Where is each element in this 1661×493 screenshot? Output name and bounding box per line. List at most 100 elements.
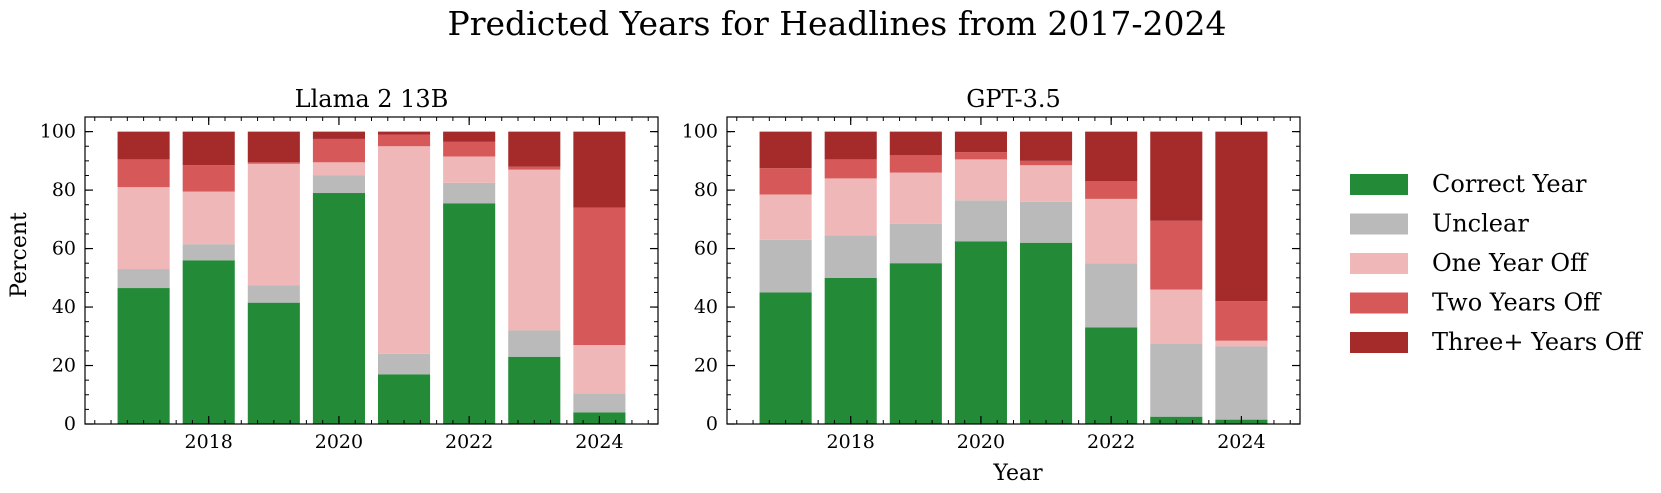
bar-one-year-off-2023 bbox=[508, 169, 561, 331]
bar-one-year-off-2021 bbox=[378, 146, 431, 354]
y-tick-label-60: 60 bbox=[52, 238, 76, 260]
bar-two-years-off-2019 bbox=[889, 155, 942, 173]
bar-two-years-off-2024 bbox=[573, 207, 626, 346]
legend-label-correct-year: Correct Year bbox=[1432, 170, 1587, 198]
bar-unclear-2024 bbox=[1215, 346, 1268, 420]
bar-correct-year-2017 bbox=[759, 292, 812, 424]
bar-two-years-off-2019 bbox=[247, 162, 300, 164]
bar-one-year-off-2020 bbox=[312, 162, 365, 176]
bar-two-years-off-2022 bbox=[1085, 181, 1138, 199]
bar-unclear-2021 bbox=[1020, 201, 1073, 243]
bar-three-years-off-2023 bbox=[508, 131, 561, 167]
bar-correct-year-2017 bbox=[117, 288, 170, 424]
bar-correct-year-2018 bbox=[182, 260, 235, 424]
y-tick-label-80: 80 bbox=[694, 179, 718, 201]
bar-three-years-off-2024 bbox=[1215, 131, 1268, 302]
bar-two-years-off-2018 bbox=[182, 165, 235, 192]
bar-two-years-off-2020 bbox=[954, 152, 1007, 160]
bar-three-years-off-2021 bbox=[1020, 131, 1073, 161]
bar-one-year-off-2021 bbox=[1020, 165, 1073, 202]
legend-label-two-years-off: Two Years Off bbox=[1432, 289, 1602, 317]
bar-one-year-off-2024 bbox=[573, 345, 626, 394]
bar-two-years-off-2024 bbox=[1215, 301, 1268, 341]
legend-label-one-year-off: One Year Off bbox=[1432, 249, 1589, 277]
bar-three-years-off-2022 bbox=[1085, 131, 1138, 182]
bar-three-years-off-2018 bbox=[182, 131, 235, 166]
y-tick-label-40: 40 bbox=[694, 296, 718, 318]
bar-two-years-off-2021 bbox=[1020, 160, 1073, 166]
bar-one-year-off-2023 bbox=[1150, 289, 1203, 344]
bar-one-year-off-2019 bbox=[889, 172, 942, 224]
legend-swatch-one-year-off bbox=[1350, 253, 1408, 274]
bar-three-years-off-2017 bbox=[759, 131, 812, 169]
bar-one-year-off-2020 bbox=[954, 159, 1007, 201]
bar-one-year-off-2019 bbox=[247, 163, 300, 286]
bar-unclear-2021 bbox=[378, 353, 431, 375]
bar-correct-year-2019 bbox=[247, 302, 300, 424]
bar-two-years-off-2020 bbox=[312, 138, 365, 163]
y-tick-label-80: 80 bbox=[52, 179, 76, 201]
x-tick-label-2024: 2024 bbox=[1217, 431, 1265, 453]
x-tick-label-2020: 2020 bbox=[957, 431, 1005, 453]
bar-correct-year-2022 bbox=[1085, 327, 1138, 424]
bar-one-year-off-2022 bbox=[1085, 198, 1138, 264]
figure-title: Predicted Years for Headlines from 2017-… bbox=[448, 4, 1227, 43]
y-tick-label-20: 20 bbox=[694, 355, 718, 377]
legend-label-unclear: Unclear bbox=[1432, 210, 1529, 238]
bar-three-years-off-2021 bbox=[378, 131, 431, 135]
legend-swatch-correct-year bbox=[1350, 174, 1408, 195]
bar-unclear-2018 bbox=[824, 235, 877, 278]
bar-one-year-off-2017 bbox=[759, 194, 812, 240]
bar-unclear-2023 bbox=[508, 330, 561, 357]
bar-one-year-off-2018 bbox=[182, 191, 235, 245]
bar-two-years-off-2022 bbox=[443, 141, 496, 157]
y-tick-label-0: 0 bbox=[706, 413, 718, 435]
bar-two-years-off-2023 bbox=[508, 166, 561, 170]
bar-correct-year-2020 bbox=[954, 241, 1007, 424]
x-axis-label: Year bbox=[992, 461, 1043, 486]
y-tick-label-20: 20 bbox=[52, 355, 76, 377]
y-tick-label-0: 0 bbox=[64, 413, 76, 435]
x-tick-label-2022: 2022 bbox=[1087, 431, 1135, 453]
y-tick-label-100: 100 bbox=[682, 121, 718, 143]
bar-unclear-2024 bbox=[573, 393, 626, 413]
bar-correct-year-2021 bbox=[378, 374, 431, 424]
x-tick-label-2024: 2024 bbox=[575, 431, 623, 453]
bar-two-years-off-2023 bbox=[1150, 220, 1203, 290]
y-tick-label-60: 60 bbox=[694, 238, 718, 260]
x-tick-label-2018: 2018 bbox=[827, 431, 875, 453]
bar-two-years-off-2017 bbox=[117, 159, 170, 188]
x-tick-label-2020: 2020 bbox=[315, 431, 363, 453]
bar-two-years-off-2017 bbox=[759, 168, 812, 195]
bar-unclear-2017 bbox=[759, 239, 812, 293]
y-tick-label-40: 40 bbox=[52, 296, 76, 318]
y-tick-label-100: 100 bbox=[40, 121, 76, 143]
panel-title: Llama 2 13B bbox=[295, 85, 449, 113]
bar-unclear-2023 bbox=[1150, 343, 1203, 417]
axes-frame bbox=[84, 116, 659, 425]
bar-two-years-off-2018 bbox=[824, 159, 877, 179]
bar-unclear-2022 bbox=[443, 182, 496, 204]
bar-three-years-off-2023 bbox=[1150, 131, 1203, 221]
bar-three-years-off-2019 bbox=[247, 131, 300, 163]
bar-one-year-off-2024 bbox=[1215, 340, 1268, 347]
panel-llama-2-13b: Llama 2 13B 2018 2020 2022 2024 0 20 40 60 80 100 bbox=[40, 85, 659, 453]
axes-frame bbox=[726, 116, 1301, 425]
bar-correct-year-2018 bbox=[824, 277, 877, 424]
bar-unclear-2020 bbox=[954, 200, 1007, 242]
legend-label-three-years-off: Three+ Years Off bbox=[1432, 328, 1643, 356]
bar-one-year-off-2017 bbox=[117, 187, 170, 270]
bar-three-years-off-2020 bbox=[954, 131, 1007, 153]
bar-one-year-off-2018 bbox=[824, 178, 877, 236]
legend-swatch-three-years-off bbox=[1350, 332, 1408, 353]
bar-correct-year-2023 bbox=[508, 356, 561, 424]
bar-unclear-2020 bbox=[312, 175, 365, 194]
bar-unclear-2019 bbox=[889, 223, 942, 264]
bar-three-years-off-2018 bbox=[824, 131, 877, 160]
legend-swatch-two-years-off bbox=[1350, 292, 1408, 314]
bar-correct-year-2020 bbox=[312, 193, 365, 424]
x-tick-label-2018: 2018 bbox=[185, 431, 233, 453]
bar-correct-year-2022 bbox=[443, 203, 496, 424]
bar-unclear-2017 bbox=[117, 269, 170, 289]
legend-swatch-unclear bbox=[1350, 213, 1408, 235]
